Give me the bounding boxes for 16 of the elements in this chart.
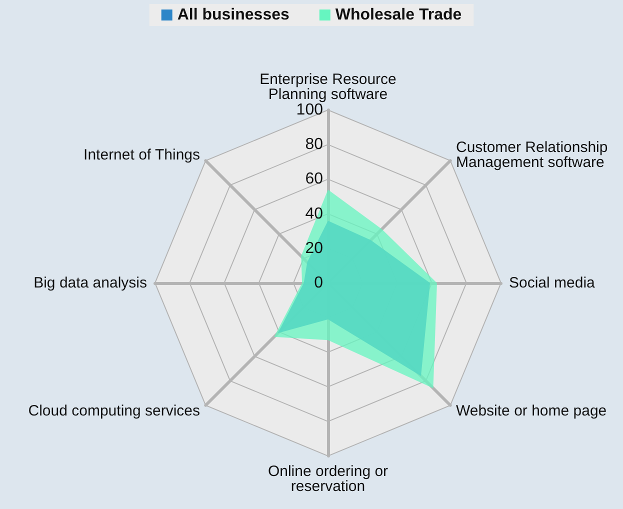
y-tick-label: 20 [305, 240, 324, 257]
spoke-label: Internet of Things [84, 146, 200, 164]
y-tick-label: 40 [305, 205, 324, 222]
spoke-label: Website or home page [456, 402, 607, 420]
spoke-label: Customer Relationship Management software [456, 139, 608, 172]
legend-label: All businesses [177, 6, 290, 24]
spoke-label: Social media [509, 274, 596, 292]
spoke-label: Big data analysis [34, 274, 147, 292]
spoke-label: Online ordering or reservation [268, 463, 388, 495]
y-tick-label: 80 [305, 136, 324, 154]
y-tick-label: 0 [314, 274, 324, 292]
y-tick-label: 60 [305, 170, 324, 188]
legend-label: Wholesale Trade [335, 6, 462, 24]
y-tick-label: 100 [296, 102, 324, 118]
spoke-label: Cloud computing services [28, 402, 200, 420]
spoke-label: Enterprise Resource Planning software [260, 71, 396, 103]
